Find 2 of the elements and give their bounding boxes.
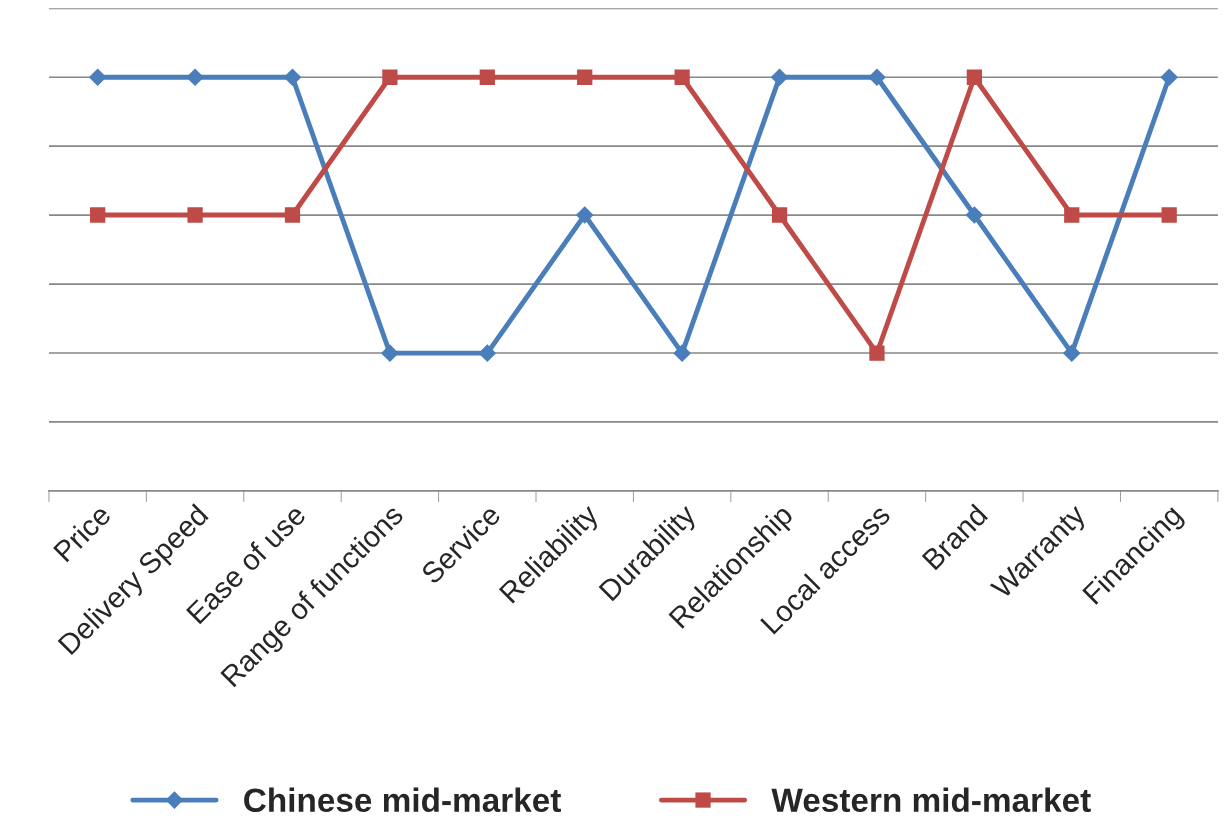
legend-label: Western mid-market — [771, 787, 1091, 813]
legend-label: Chinese mid-market — [244, 787, 561, 813]
